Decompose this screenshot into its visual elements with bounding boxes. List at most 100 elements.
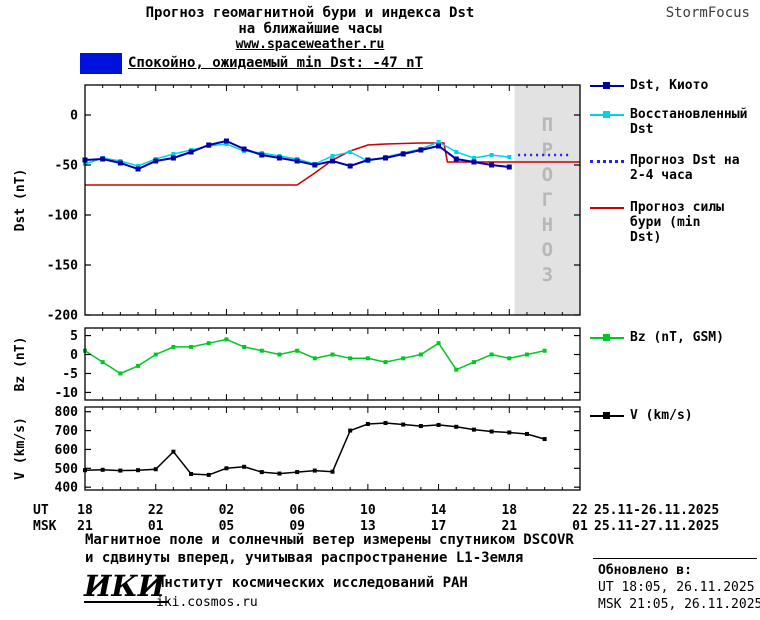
data-point xyxy=(347,163,353,169)
y-tick-label: 5 xyxy=(70,329,78,344)
y-tick-label: 0 xyxy=(70,348,78,363)
legend-label: Прогноз Dst на 2-4 часа xyxy=(630,153,740,183)
data-point xyxy=(365,356,370,361)
forecast-band-label: Н xyxy=(542,214,553,236)
data-point xyxy=(330,154,335,158)
legend-label: Восстановленный Dst xyxy=(630,107,748,137)
updated-divider xyxy=(593,558,757,559)
data-point xyxy=(542,437,547,442)
x-tick-msk: 21 xyxy=(501,519,517,534)
data-point xyxy=(135,166,141,172)
data-point xyxy=(471,427,476,432)
data-point xyxy=(436,422,441,427)
data-point xyxy=(206,142,212,148)
data-point xyxy=(277,352,282,357)
data-point xyxy=(383,155,389,161)
footnote-line1: Магнитное поле и солнечный ветер измерен… xyxy=(85,532,574,548)
msk-date-range: 25.11-27.11.2025 xyxy=(594,519,719,534)
data-point xyxy=(242,344,247,349)
data-point xyxy=(312,468,317,473)
x-tick-ut: 14 xyxy=(431,503,447,518)
storm-forecast-marker-icon xyxy=(590,203,624,213)
data-point xyxy=(170,155,176,161)
y-axis-label: Dst (nT) xyxy=(13,169,28,232)
data-point xyxy=(100,360,105,365)
updated-msk-time: MSK 21:05, 26.11.2025 xyxy=(598,597,760,612)
data-point xyxy=(436,341,441,346)
data-point xyxy=(454,367,459,372)
data-point xyxy=(206,341,211,346)
data-point xyxy=(401,422,406,427)
data-point xyxy=(489,153,494,157)
updated-ut-time: UT 18:05, 26.11.2025 xyxy=(598,580,755,595)
data-point xyxy=(383,360,388,365)
data-point xyxy=(153,467,158,472)
data-point xyxy=(489,352,494,357)
y-tick-label: -200 xyxy=(47,309,78,324)
data-point xyxy=(171,152,176,156)
legend-label: Bz (nT, GSM) xyxy=(630,330,724,345)
data-point xyxy=(312,162,318,168)
ut-date-range: 25.11-26.11.2025 xyxy=(594,503,719,518)
data-point xyxy=(259,470,264,475)
data-point xyxy=(330,469,335,474)
data-point xyxy=(242,464,247,469)
data-point xyxy=(224,466,229,471)
forecast-band-label: Р xyxy=(542,139,553,161)
x-tick-ut: 10 xyxy=(360,503,376,518)
data-point xyxy=(365,157,371,163)
footnote-line2: и сдвинуты вперед, учитывая распростране… xyxy=(85,550,524,566)
y-tick-label: 600 xyxy=(55,443,79,458)
data-point xyxy=(365,421,370,426)
y-tick-label: 800 xyxy=(55,405,79,420)
legend-item-dst-kyoto: Dst, Киото xyxy=(590,78,754,93)
data-point xyxy=(418,352,423,357)
dst-kyoto-marker-icon xyxy=(590,81,624,91)
data-point xyxy=(524,352,529,357)
legend-item-restored-dst: Восстановленный Dst xyxy=(590,107,754,137)
data-point xyxy=(507,356,512,361)
data-point xyxy=(542,348,547,353)
data-point xyxy=(330,158,335,164)
page-title-line2: на ближайшие часы xyxy=(238,21,382,37)
data-point xyxy=(418,424,423,429)
data-point xyxy=(223,138,229,144)
data-point xyxy=(259,348,264,353)
y-tick-label: 400 xyxy=(55,481,79,496)
data-point xyxy=(224,142,229,146)
data-point xyxy=(118,371,123,376)
data-point xyxy=(136,363,141,368)
msk-axis-label: MSK xyxy=(33,519,57,534)
data-point xyxy=(471,360,476,365)
spaceweather-link[interactable]: www.spaceweather.ru xyxy=(235,37,385,52)
y-tick-label: -50 xyxy=(55,159,79,174)
data-point xyxy=(312,356,317,361)
data-point xyxy=(189,344,194,349)
x-tick-msk: 05 xyxy=(219,519,235,534)
data-point xyxy=(383,421,388,426)
panel-border xyxy=(84,327,581,401)
y-axis-label: Bz (nT) xyxy=(13,337,28,392)
x-tick-ut: 06 xyxy=(289,503,305,518)
institute-name: Институт космических исследований РАН xyxy=(156,575,468,591)
data-point xyxy=(489,162,495,168)
forecast-band-label: О xyxy=(542,239,553,261)
forecast-dst-marker-icon xyxy=(590,156,624,166)
data-point xyxy=(100,156,106,162)
legend-label: Прогноз силы бури (min Dst) xyxy=(630,200,724,245)
x-tick-msk: 01 xyxy=(148,519,164,534)
data-point xyxy=(454,424,459,429)
data-point xyxy=(188,149,194,155)
x-tick-ut: 02 xyxy=(219,503,235,518)
y-tick-label: 700 xyxy=(55,424,79,439)
x-tick-msk: 17 xyxy=(431,519,447,534)
data-point xyxy=(153,352,158,357)
data-point xyxy=(348,428,353,433)
x-tick-ut: 18 xyxy=(501,503,517,518)
updated-label: Обновлено в: xyxy=(598,563,692,578)
iki-site-link[interactable]: iki.cosmos.ru xyxy=(156,595,258,610)
panel-border xyxy=(84,84,581,316)
x-tick-ut: 18 xyxy=(77,503,93,518)
storm-level-swatch xyxy=(80,53,122,74)
y-tick-label: 0 xyxy=(70,109,78,124)
